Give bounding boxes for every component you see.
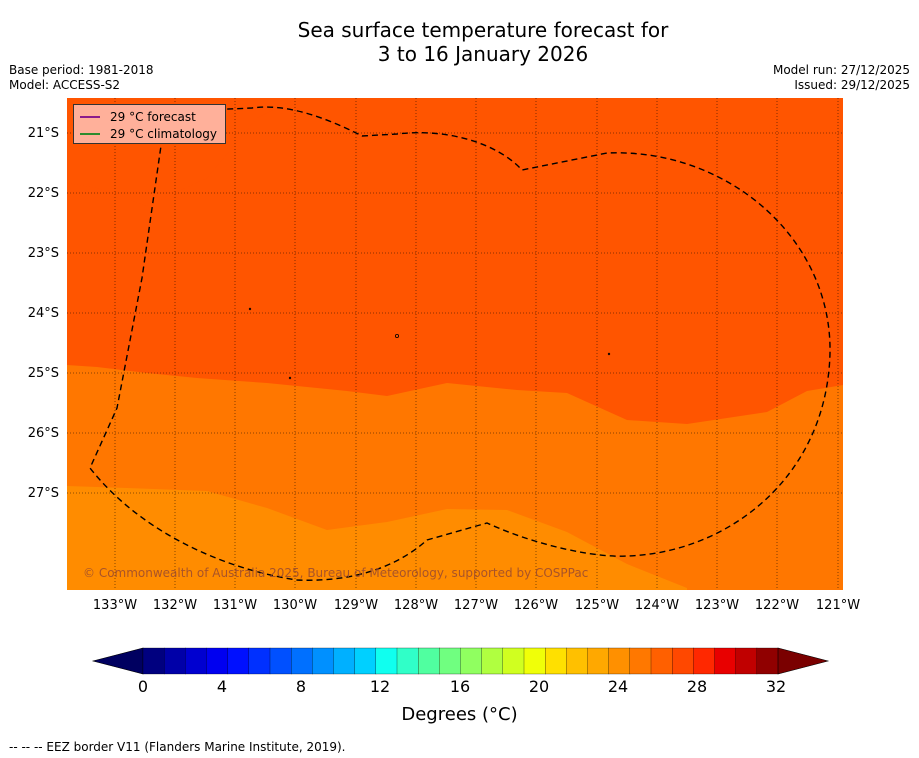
colorbar-segment bbox=[502, 647, 525, 675]
lon-label-123: 123°W bbox=[694, 598, 740, 613]
issued-date: Issued: 29/12/2025 bbox=[794, 78, 910, 92]
lon-label-132: 132°W bbox=[152, 598, 198, 613]
map-svg bbox=[67, 98, 843, 590]
lat-label-27: 27°S bbox=[27, 486, 59, 501]
cbar-tick-16: 16 bbox=[449, 677, 471, 696]
colorbar-segment bbox=[142, 647, 165, 675]
model-run: Model run: 27/12/2025 bbox=[772, 63, 910, 77]
colorbar-segment bbox=[545, 647, 567, 675]
legend-climatology-label: 29 °C climatology bbox=[110, 126, 218, 141]
colorbar-segment bbox=[354, 647, 377, 675]
colorbar-segment bbox=[523, 647, 546, 675]
colorbar-title: Degrees (°C) bbox=[401, 704, 518, 725]
colorbar-segment bbox=[714, 647, 737, 675]
cbar-tick-28: 28 bbox=[686, 677, 708, 696]
lon-label-127: 127°W bbox=[453, 598, 499, 613]
legend-climatology-line bbox=[80, 132, 100, 135]
lon-label-125: 125°W bbox=[574, 598, 620, 613]
lon-label-121: 121°W bbox=[815, 598, 861, 613]
copyright-notice: © Commonwealth of Australia 2025, Bureau… bbox=[83, 566, 589, 580]
legend-row-climatology: 29 °C climatology bbox=[80, 125, 219, 142]
colorbar-segment bbox=[248, 647, 271, 675]
colorbar-segment bbox=[333, 647, 356, 675]
base-period: Base period: 1981-2018 bbox=[9, 63, 154, 77]
colorbar-over-arrow bbox=[777, 647, 830, 675]
cbar-tick-8: 8 bbox=[295, 677, 307, 696]
cbar-tick-20: 20 bbox=[528, 677, 550, 696]
meta-left: Base period: 1981-2018 Model: ACCESS-S2 bbox=[9, 63, 154, 93]
lat-label-24: 24°S bbox=[27, 306, 59, 321]
cbar-tick-32: 32 bbox=[765, 677, 787, 696]
legend-row-forecast: 29 °C forecast bbox=[80, 108, 219, 125]
colorbar-segment bbox=[375, 647, 398, 675]
lon-label-129: 129°W bbox=[333, 598, 379, 613]
colorbar-segment bbox=[481, 647, 504, 675]
colorbar-segment bbox=[227, 647, 250, 675]
lon-label-124: 124°W bbox=[634, 598, 680, 613]
cbar-tick-24: 24 bbox=[607, 677, 629, 696]
sst-region-cool bbox=[67, 486, 687, 590]
colorbar-segment bbox=[608, 647, 631, 675]
colorbar bbox=[91, 647, 830, 675]
lon-label-128: 128°W bbox=[393, 598, 439, 613]
lat-label-23: 23°S bbox=[27, 246, 59, 261]
colorbar-segment bbox=[460, 647, 483, 675]
colorbar-segment bbox=[587, 647, 610, 675]
islands bbox=[248, 307, 611, 380]
cbar-tick-12: 12 bbox=[369, 677, 391, 696]
legend-forecast-line bbox=[80, 115, 100, 118]
eez-border bbox=[89, 106, 831, 581]
colorbar-segment bbox=[418, 647, 440, 675]
lon-label-133: 133°W bbox=[92, 598, 138, 613]
model-name: Model: ACCESS-S2 bbox=[9, 78, 121, 92]
colorbar-segment bbox=[269, 647, 292, 675]
cbar-tick-4: 4 bbox=[216, 677, 228, 696]
colorbar-under-arrow bbox=[91, 647, 144, 675]
lat-label-21: 21°S bbox=[27, 126, 59, 141]
lon-label-126: 126°W bbox=[513, 598, 559, 613]
lat-label-22: 22°S bbox=[27, 186, 59, 201]
lat-label-25: 25°S bbox=[27, 366, 59, 381]
colorbar-segment bbox=[185, 647, 207, 675]
colorbar-segment bbox=[756, 647, 779, 675]
colorbar-segment bbox=[629, 647, 652, 675]
colorbar-segment bbox=[164, 647, 186, 675]
colorbar-segment bbox=[735, 647, 758, 675]
eez-footnote: -- -- -- EEZ border V11 (Flanders Marine… bbox=[9, 740, 346, 754]
lon-label-122: 122°W bbox=[754, 598, 800, 613]
title-line-2: 3 to 16 January 2026 bbox=[377, 42, 589, 66]
cbar-tick-0: 0 bbox=[137, 677, 149, 696]
title-line-1: Sea surface temperature forecast for bbox=[297, 18, 669, 42]
colorbar-segment bbox=[693, 647, 715, 675]
chart-title: Sea surface temperature forecast for 3 t… bbox=[0, 18, 919, 66]
colorbar-segment bbox=[396, 647, 419, 675]
lon-label-130: 130°W bbox=[272, 598, 318, 613]
legend-forecast-label: 29 °C forecast bbox=[110, 109, 196, 124]
colorbar-segment bbox=[650, 647, 673, 675]
colorbar-segment bbox=[439, 647, 461, 675]
map-area bbox=[67, 98, 843, 590]
colorbar-segment bbox=[206, 647, 229, 675]
colorbar-segment bbox=[312, 647, 334, 675]
colorbar-segment bbox=[566, 647, 588, 675]
lon-label-131: 131°W bbox=[212, 598, 258, 613]
map-legend: 29 °C forecast 29 °C climatology bbox=[73, 104, 226, 144]
colorbar-segment bbox=[672, 647, 694, 675]
meta-right: Model run: 27/12/2025 Issued: 29/12/2025 bbox=[773, 63, 910, 93]
colorbar-segment bbox=[291, 647, 313, 675]
lat-label-26: 26°S bbox=[27, 426, 59, 441]
